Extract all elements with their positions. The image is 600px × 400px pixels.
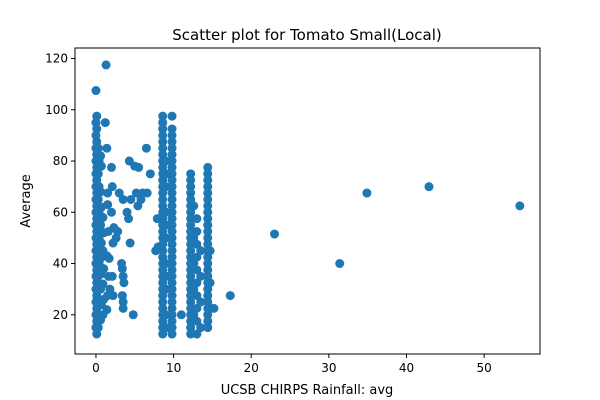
- data-point: [119, 195, 128, 204]
- data-point: [102, 60, 111, 69]
- x-axis-ticks: 0 10 20 30 40 50: [92, 354, 492, 375]
- data-point: [97, 239, 106, 248]
- data-point: [206, 278, 215, 287]
- x-tick-label: 20: [244, 361, 259, 375]
- data-point: [91, 86, 100, 95]
- data-point: [107, 208, 116, 217]
- data-point: [105, 254, 114, 263]
- y-tick-label: 40: [53, 257, 68, 271]
- data-point: [109, 291, 118, 300]
- data-points: [91, 60, 524, 338]
- data-point: [118, 264, 127, 273]
- data-point: [146, 169, 155, 178]
- chart-title: Scatter plot for Tomato Small(Local): [172, 26, 441, 44]
- data-point: [108, 182, 117, 191]
- data-point: [142, 144, 151, 153]
- data-point: [168, 330, 177, 339]
- data-point: [94, 195, 103, 204]
- data-point: [119, 278, 128, 287]
- y-tick-label: 80: [53, 154, 68, 168]
- data-point: [96, 221, 105, 230]
- data-point: [270, 230, 279, 239]
- data-point: [362, 189, 371, 198]
- data-point: [102, 305, 111, 314]
- data-point: [192, 227, 201, 236]
- y-tick-label: 100: [45, 103, 68, 117]
- data-point: [189, 201, 198, 210]
- data-point: [129, 310, 138, 319]
- data-point: [94, 144, 103, 153]
- data-point: [96, 151, 105, 160]
- y-tick-label: 20: [53, 308, 68, 322]
- x-tick-label: 50: [476, 361, 491, 375]
- data-point: [97, 162, 106, 171]
- y-tick-label: 120: [45, 52, 68, 66]
- data-point: [515, 201, 524, 210]
- data-point: [94, 169, 103, 178]
- data-point: [335, 259, 344, 268]
- y-axis-label: Average: [19, 174, 34, 227]
- y-axis-ticks: 20 40 60 80 100 120: [45, 52, 75, 322]
- data-point: [107, 163, 116, 172]
- data-point: [94, 323, 103, 332]
- data-point: [108, 272, 117, 281]
- data-point: [226, 291, 235, 300]
- data-point: [143, 189, 152, 198]
- data-point: [98, 213, 107, 222]
- data-point: [99, 264, 108, 273]
- data-point: [424, 182, 433, 191]
- data-point: [206, 246, 215, 255]
- x-tick-label: 10: [166, 361, 181, 375]
- data-point: [177, 310, 186, 319]
- x-tick-label: 40: [399, 361, 414, 375]
- data-point: [209, 304, 218, 313]
- x-tick-label: 0: [92, 361, 100, 375]
- y-tick-label: 60: [53, 205, 68, 219]
- data-point: [124, 214, 133, 223]
- data-point: [192, 214, 201, 223]
- data-point: [126, 239, 135, 248]
- data-point: [203, 323, 212, 332]
- data-point: [101, 118, 110, 127]
- data-point: [113, 227, 122, 236]
- data-point: [168, 112, 177, 121]
- data-point: [134, 163, 143, 172]
- data-point: [119, 304, 128, 313]
- data-point: [102, 144, 111, 153]
- x-tick-label: 30: [321, 361, 336, 375]
- data-point: [103, 200, 112, 209]
- x-axis-label: UCSB CHIRPS Rainfall: avg: [221, 383, 394, 398]
